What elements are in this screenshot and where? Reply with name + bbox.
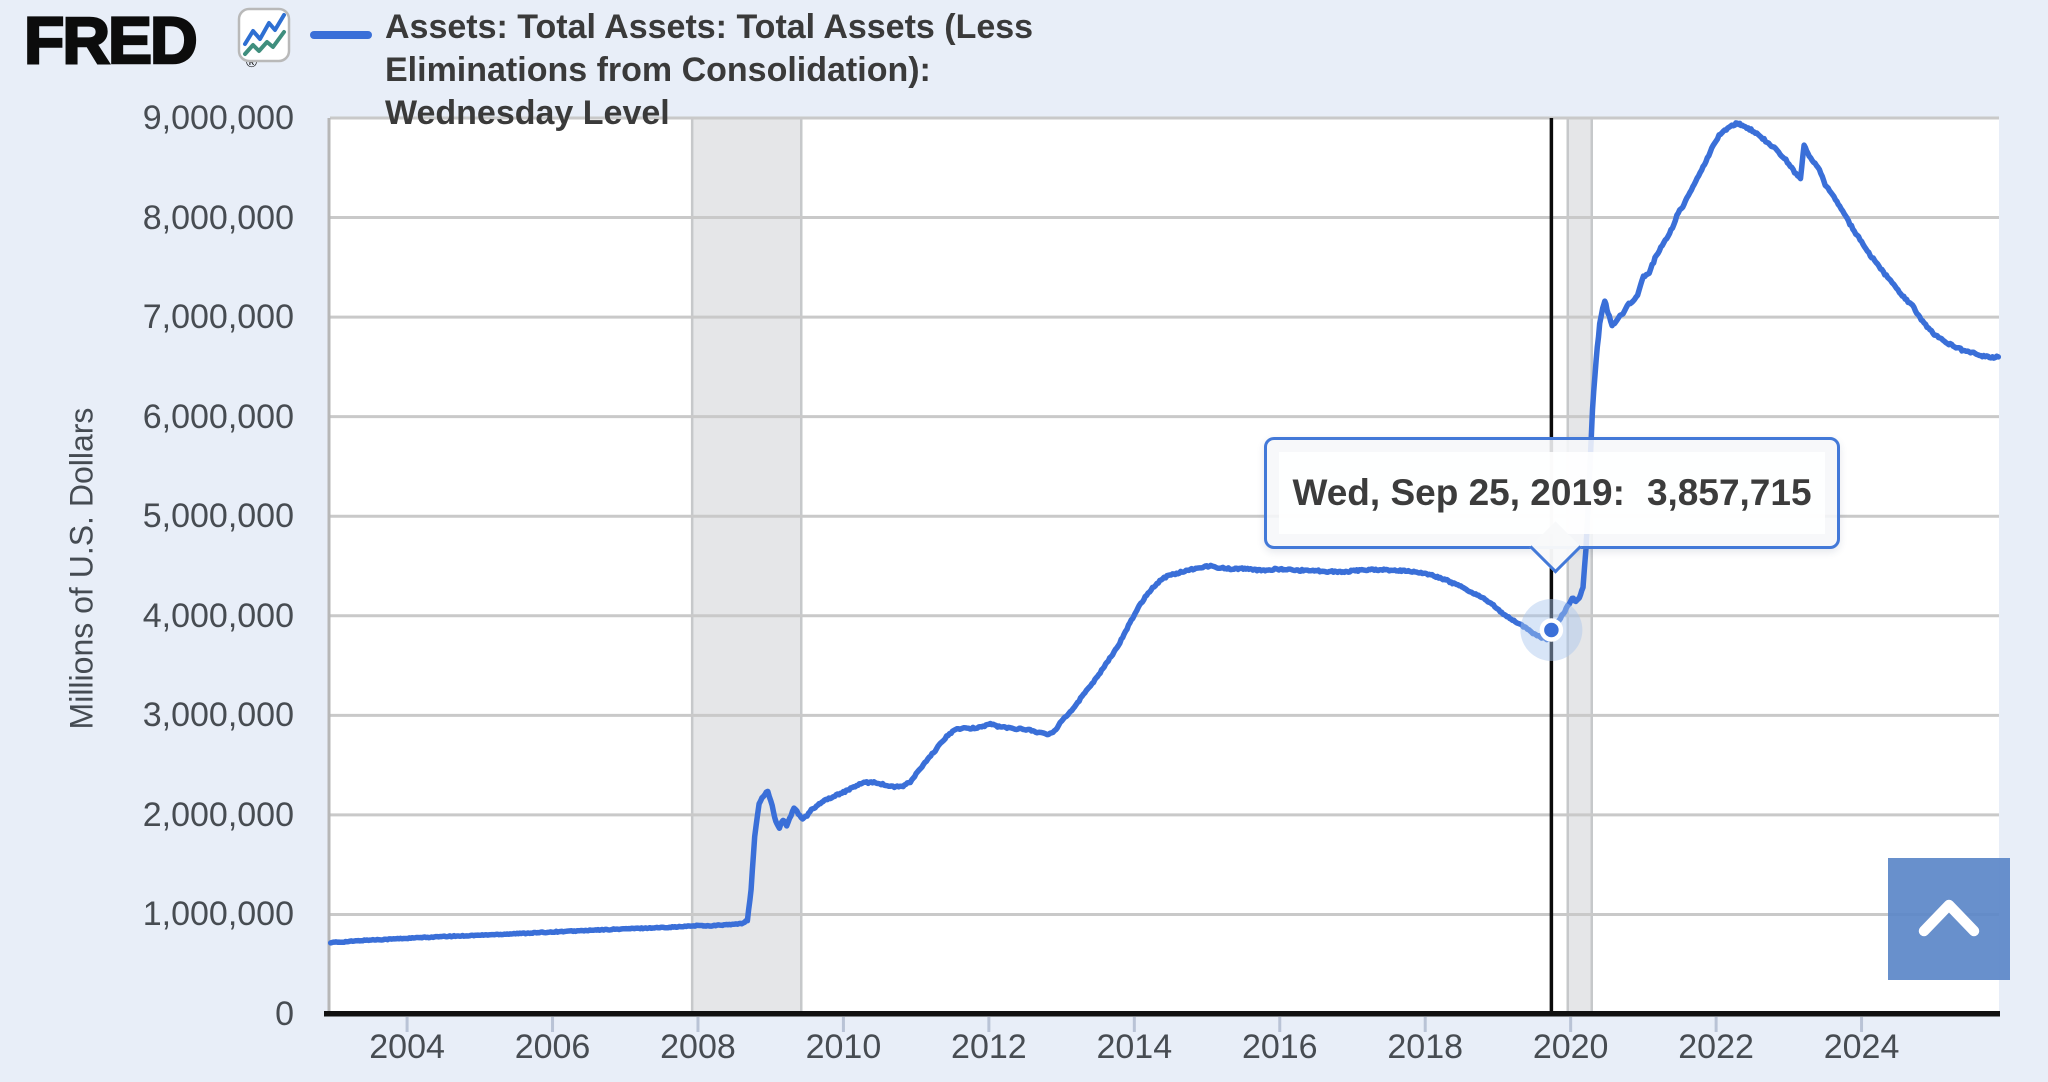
y-axis-tick-label: 7,000,000 [142, 298, 294, 337]
series-title-line-2: Eliminations from Consolidation): [385, 51, 931, 89]
y-axis-tick-label: 5,000,000 [142, 497, 294, 536]
x-axis-tick-label: 2008 [660, 1028, 736, 1066]
tooltip-date: Wed, Sep 25, 2019: [1292, 472, 1625, 513]
scroll-to-top-button[interactable] [1888, 858, 2010, 980]
y-axis-tick-label: 3,000,000 [142, 696, 294, 735]
y-axis-tick-label: 0 [275, 995, 294, 1033]
y-axis-tick-label: 1,000,000 [142, 895, 294, 934]
logo-green-zigzag [243, 30, 286, 56]
registered-trademark-symbol: ® [246, 54, 257, 71]
y-axis-tick-label: 6,000,000 [142, 397, 294, 436]
y-axis-tick-label: 9,000,000 [142, 99, 294, 137]
highlighted-point-marker [1539, 618, 1564, 642]
x-axis-tick-label: 2006 [514, 1028, 591, 1066]
tooltip-value: 3,857,715 [1646, 472, 1812, 513]
fred-chart-logo-icon[interactable] [237, 7, 291, 68]
x-axis-tick-label: 2022 [1678, 1028, 1754, 1066]
x-axis-line [324, 1011, 2000, 1017]
x-axis-tick-label: 2014 [1096, 1028, 1173, 1066]
fred-logo-text: FRED [23, 2, 199, 79]
x-axis-tick-label: 2004 [369, 1028, 445, 1066]
y-axis-tick-label: 8,000,000 [142, 198, 294, 237]
x-axis-tick-label: 2020 [1532, 1028, 1609, 1066]
legend-line-sample [310, 31, 372, 39]
tooltip-content: Wed, Sep 25, 2019: 3,857,715 [1279, 452, 1825, 534]
series-line-total-assets [327, 120, 2002, 946]
logo-blue-zigzag [243, 13, 286, 46]
x-axis-tick-label: 2024 [1823, 1028, 1900, 1066]
x-axis-tick-label: 2018 [1387, 1028, 1464, 1066]
data-point-tooltip: Wed, Sep 25, 2019: 3,857,715 [1264, 437, 1840, 574]
x-axis-tick-label: 2016 [1241, 1028, 1318, 1066]
plot-background [330, 118, 1999, 1014]
series-title-line-1: Assets: Total Assets: Total Assets (Less [385, 8, 1034, 46]
x-axis-tick-label: 2010 [805, 1028, 882, 1066]
chevron-up-icon [1918, 899, 1980, 937]
y-axis-tick-label: 2,000,000 [142, 795, 294, 834]
x-axis-tick-label: 2012 [951, 1028, 1027, 1066]
fred-logo[interactable]: FRED ® [23, 2, 257, 79]
recession-band-1 [692, 118, 802, 1014]
y-axis-tick-label: 4,000,000 [142, 596, 294, 635]
series-title-line-3: Wednesday Level [385, 94, 670, 132]
recession-band-2 [1567, 118, 1592, 1014]
series-title-legend-label[interactable]: Assets: Total Assets: Total Assets (Less… [385, 6, 1085, 135]
